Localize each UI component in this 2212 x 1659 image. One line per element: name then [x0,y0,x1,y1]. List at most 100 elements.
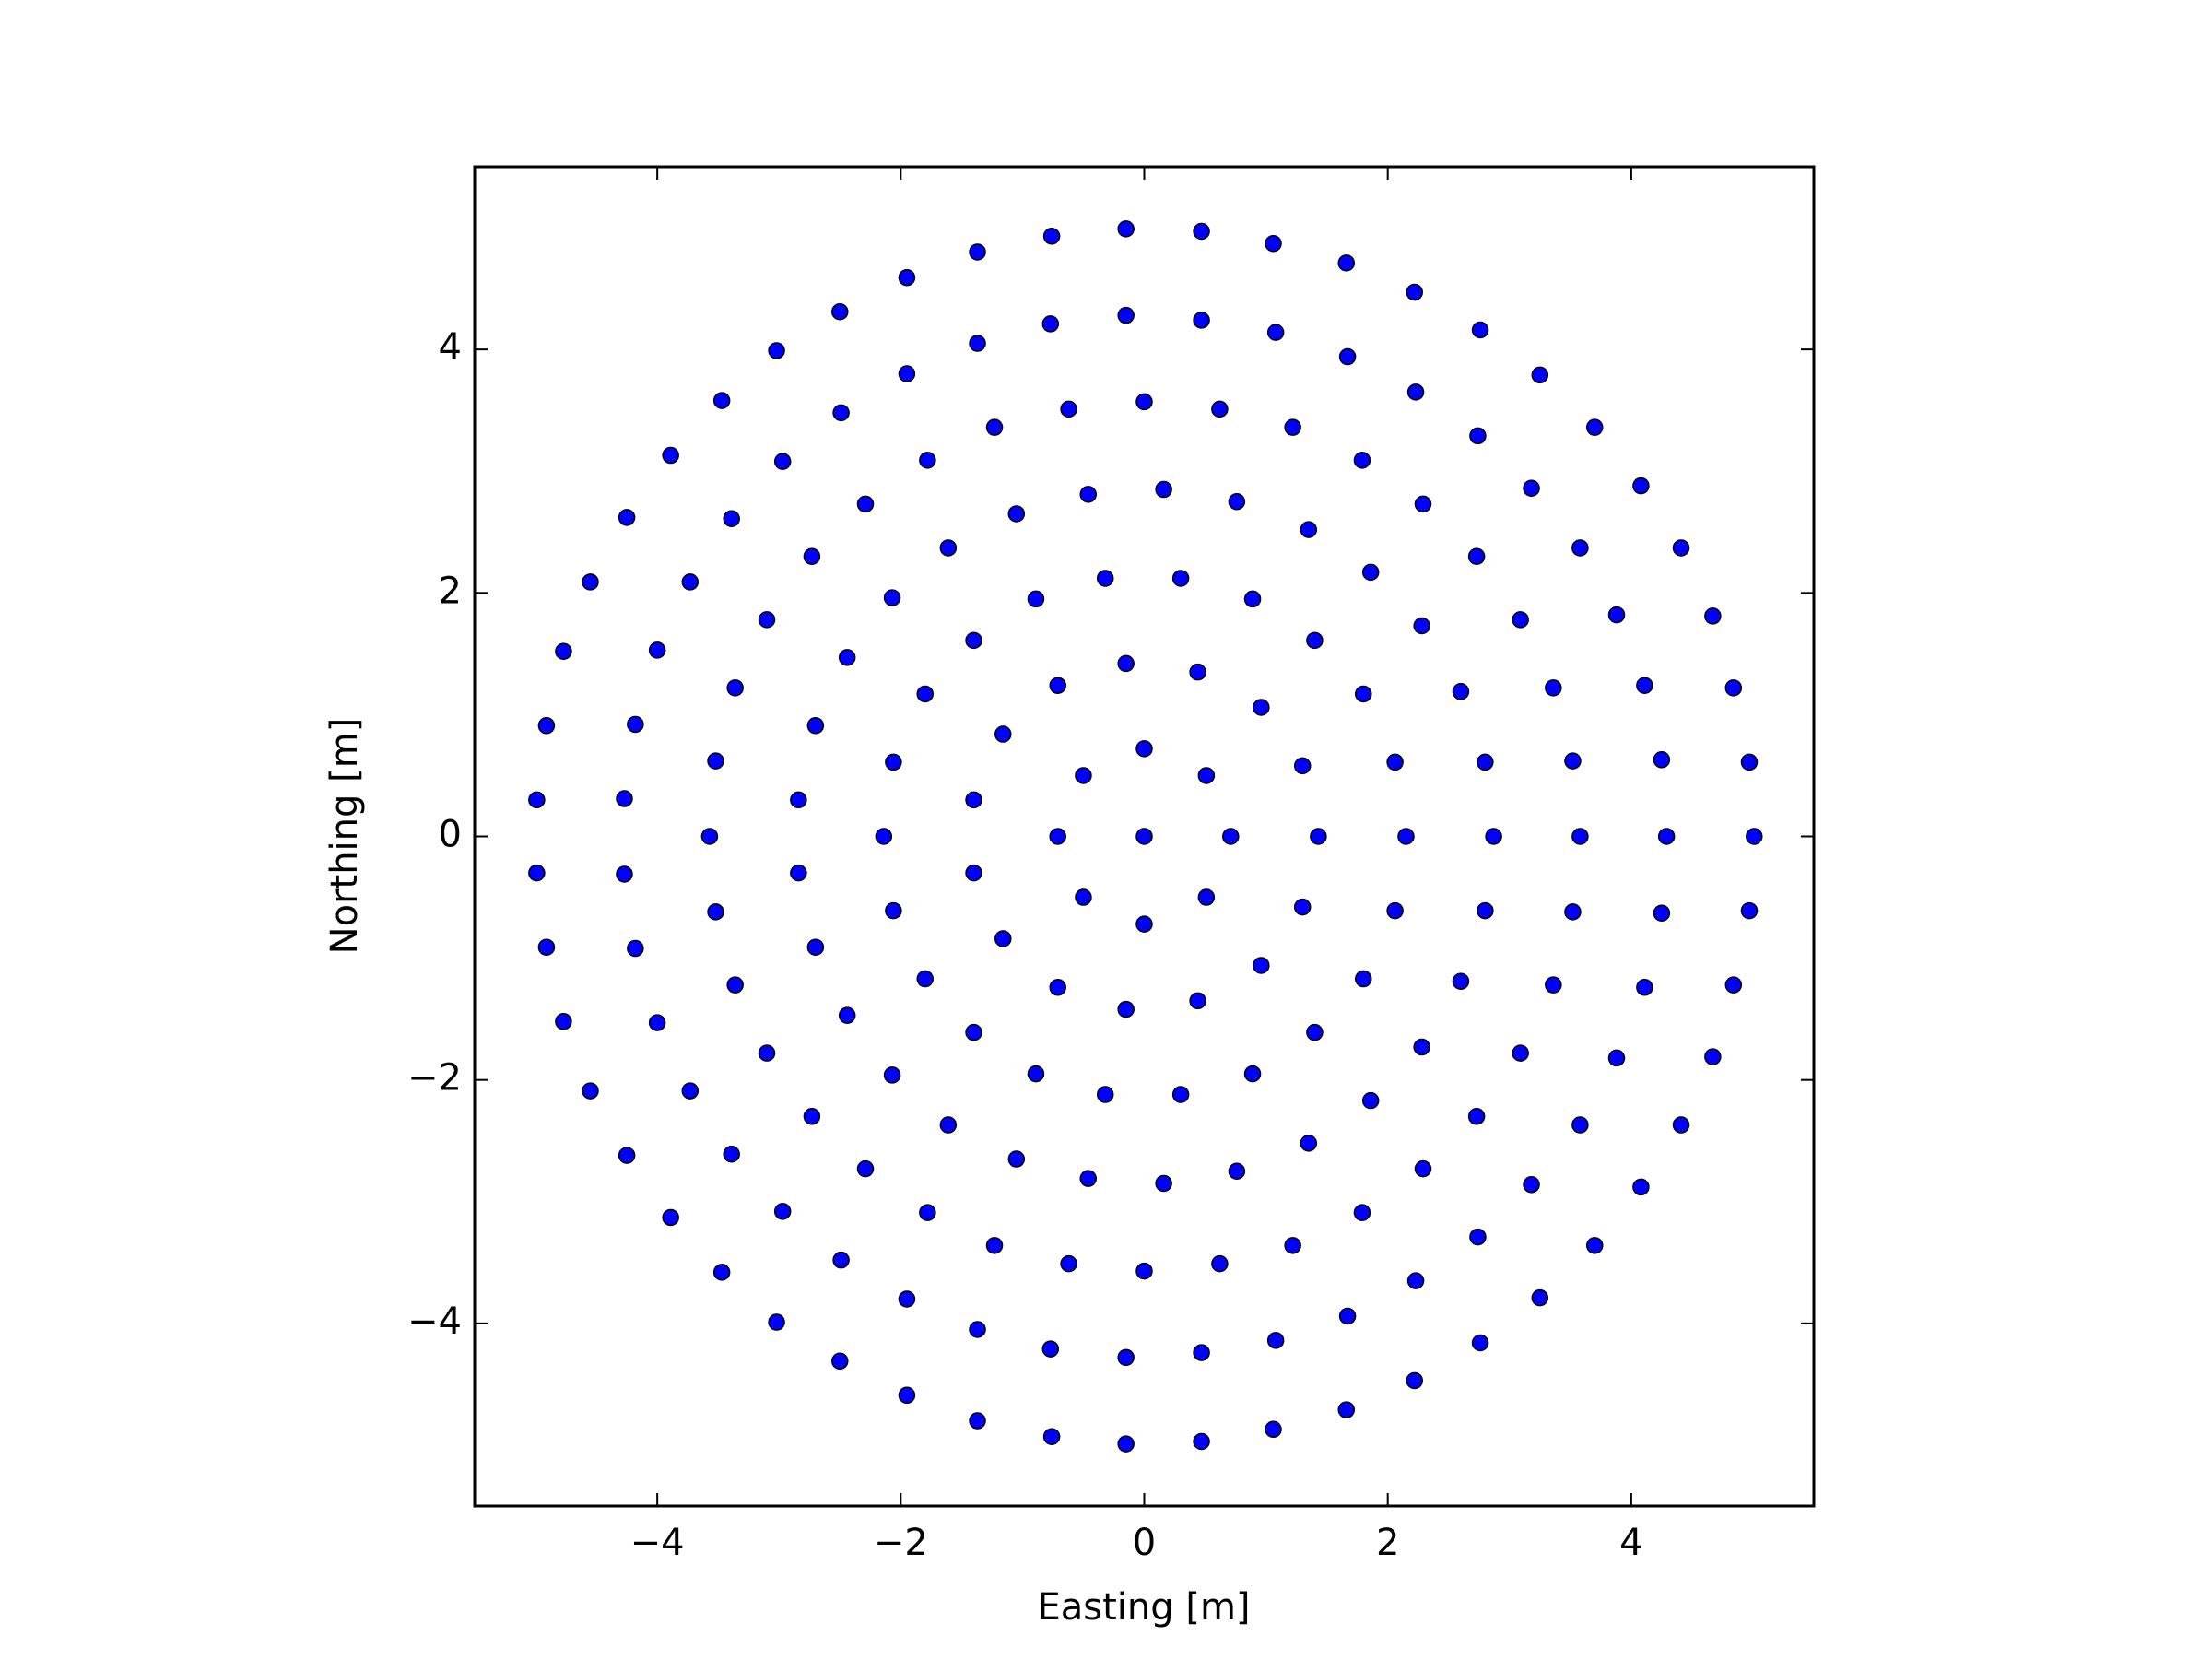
point [537,717,556,735]
point [832,1251,850,1269]
point [768,342,785,359]
point [618,1147,636,1164]
point [1467,1108,1486,1125]
point [919,1204,936,1221]
point [616,865,633,883]
point [1467,547,1486,565]
point [1135,828,1153,845]
point [1027,590,1045,608]
point [1406,283,1423,301]
point [1049,677,1066,694]
point [1075,888,1092,906]
point [1632,477,1650,495]
point [1253,957,1270,974]
point [1135,740,1153,758]
point [831,302,849,321]
point [1007,1150,1026,1168]
point [726,976,744,994]
point [537,938,556,956]
point [1306,631,1324,650]
point [994,930,1012,947]
point [618,509,636,526]
point [898,1386,916,1405]
point [1337,1401,1356,1418]
point [1585,418,1604,436]
point [1049,979,1066,996]
point [1096,1086,1114,1103]
point [1211,1254,1229,1273]
point [582,573,599,591]
point [1469,1228,1487,1246]
point [1585,1237,1604,1254]
point [1135,915,1153,933]
point [1406,383,1425,401]
point [1079,1170,1097,1187]
point [1386,901,1404,920]
point [723,1146,740,1163]
point [1636,677,1653,694]
point [712,1264,731,1281]
point [1155,480,1172,499]
point [856,495,875,513]
point [1117,654,1135,673]
point [1041,315,1060,333]
point [1265,1420,1282,1439]
point [1397,828,1415,845]
point [1653,904,1671,922]
point [856,1159,875,1178]
point [1632,1178,1650,1196]
point [707,903,724,921]
point [1353,452,1371,469]
point [1545,976,1562,994]
point [1266,1332,1285,1349]
point [1293,757,1312,775]
point [1117,1435,1135,1453]
point [1171,1086,1190,1103]
point [838,1006,856,1024]
point [1361,1091,1380,1110]
point [985,1237,1004,1254]
point [1471,321,1489,339]
point [1531,366,1549,384]
point [681,573,700,591]
point [773,453,792,470]
point [1485,828,1502,845]
point [969,1321,986,1338]
point [883,1066,901,1084]
point [1096,570,1114,587]
point [768,1313,785,1331]
point [681,1082,700,1100]
point [985,418,1004,436]
point [1636,979,1653,996]
point [790,864,807,882]
point [1414,1159,1432,1178]
point [528,864,546,882]
point [885,901,902,920]
x-tick-label: −4 [630,1522,685,1564]
point [1724,679,1743,697]
point [1193,222,1210,241]
point [1193,1432,1210,1451]
point [806,938,825,956]
point [1469,427,1487,445]
point [1704,607,1722,625]
marks [528,220,1763,1453]
point [758,611,776,629]
point [969,1412,986,1430]
point [1211,400,1229,418]
point [1545,679,1562,697]
point [1079,486,1097,503]
point [916,685,934,703]
point [1228,493,1246,511]
point [832,404,850,422]
point [1266,324,1285,341]
point [648,1014,666,1031]
point [616,790,633,807]
point [707,752,724,770]
point [1353,1204,1371,1221]
point [919,452,936,469]
point [1746,828,1763,845]
point [1060,400,1077,418]
point [773,1203,792,1220]
